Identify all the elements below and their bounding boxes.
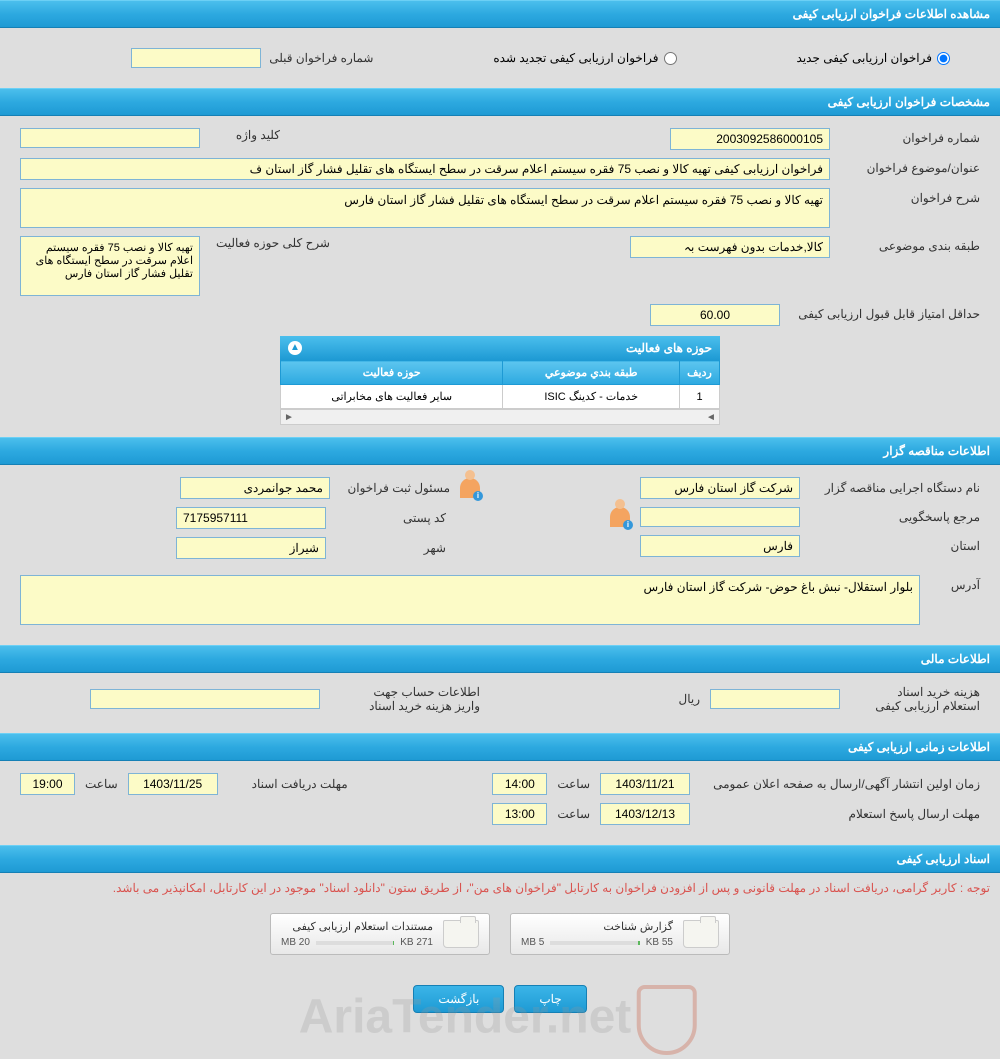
radio-new-label: فراخوان ارزیابی کیفی جدید <box>797 51 932 65</box>
desc-label: شرح فراخوان <box>830 188 980 205</box>
print-button[interactable]: چاپ <box>514 985 586 1013</box>
city-label: شهر <box>336 541 446 555</box>
deadline-label: مهلت دریافت اسناد <box>228 777 348 791</box>
file-1-used: 55 KB <box>646 937 673 948</box>
category-label: طبقه بندی موضوعی <box>830 236 980 253</box>
province-field: فارس <box>640 535 800 557</box>
collapse-icon[interactable]: ▲ <box>288 341 302 355</box>
call-num-field: 2003092586000105 <box>670 128 830 150</box>
prev-num-field[interactable] <box>131 48 261 68</box>
min-score-field: 60.00 <box>650 304 780 326</box>
col-activity: حوزه فعاليت <box>281 361 503 385</box>
publish-time-field: 14:00 <box>492 773 547 795</box>
activity-table: ردیف طبقه بندي موضوعي حوزه فعاليت 1 خدما… <box>280 360 720 409</box>
user-icon[interactable] <box>610 507 630 527</box>
col-category: طبقه بندي موضوعي <box>503 361 680 385</box>
response-label: مهلت ارسال پاسخ استعلام <box>700 807 980 821</box>
province-label: استان <box>810 539 980 553</box>
section-body-specs: شماره فراخوان 2003092586000105 کلید واژه… <box>0 116 1000 437</box>
subject-label: عنوان/موضوع فراخوان <box>830 158 980 175</box>
file-card-2[interactable]: مستندات استعلام ارزیابی کیفی 271 KB 20 M… <box>270 913 490 955</box>
cost-label-1: هزینه خرید اسناد <box>850 685 980 699</box>
currency-unit: ریال <box>678 692 700 706</box>
publish-date-field: 1403/11/21 <box>600 773 690 795</box>
publish-label: زمان اولین انتشار آگهی/ارسال به صفحه اعل… <box>700 777 980 791</box>
back-button[interactable]: بازگشت <box>413 985 504 1013</box>
section-header-specs: مشخصات فراخوان ارزیابی کیفی <box>0 88 1000 116</box>
keyword-label: کلید واژه <box>200 128 280 142</box>
hour-label-1: ساعت <box>557 777 590 791</box>
section-body-org: AriaTender.net نام دستگاه اجرایی مناقصه … <box>0 465 1000 645</box>
account-label-2: واریز هزینه خرید اسناد <box>330 699 480 713</box>
account-field <box>90 689 320 709</box>
deadline-date-field: 1403/11/25 <box>128 773 218 795</box>
postal-label: کد پستی <box>336 511 446 525</box>
city-field: شیراز <box>176 537 326 559</box>
notice-text: توجه : کاربر گرامی، دریافت اسناد در مهلت… <box>0 873 1000 903</box>
response-date-field: 1403/12/13 <box>600 803 690 825</box>
file-2-used: 271 KB <box>400 937 433 948</box>
reg-label: مسئول ثبت فراخوان <box>340 481 450 495</box>
activity-table-title: حوزه های فعالیت <box>626 341 712 355</box>
table-scrollbar[interactable]: ◄ ► <box>280 409 720 425</box>
cost-field <box>710 689 840 709</box>
section-body-timing: زمان اولین انتشار آگهی/ارسال به صفحه اعل… <box>0 761 1000 845</box>
activity-desc-label: شرح کلی حوزه فعالیت <box>200 236 330 250</box>
call-num-label: شماره فراخوان <box>830 128 980 145</box>
scroll-left-icon[interactable]: ◄ <box>703 412 719 423</box>
file-1-total: 5 MB <box>521 937 544 948</box>
radio-renewed-call[interactable]: فراخوان ارزیابی کیفی تجدید شده <box>493 51 676 65</box>
activity-table-header: حوزه های فعالیت ▲ <box>280 336 720 360</box>
section-body-docs: توجه : کاربر گرامی، دریافت اسناد در مهلت… <box>0 873 1000 1033</box>
account-label-1: اطلاعات حساب جهت <box>330 685 480 699</box>
radio-renewed-input[interactable] <box>664 52 677 65</box>
exec-field: شرکت گاز استان فارس <box>640 477 800 499</box>
deadline-time-field: 19:00 <box>20 773 75 795</box>
keyword-field[interactable] <box>20 128 200 148</box>
radio-renewed-label: فراخوان ارزیابی کیفی تجدید شده <box>493 51 658 65</box>
reg-field: محمد جوانمردی <box>180 477 330 499</box>
cost-label-2: استعلام ارزیابی کیفی <box>850 699 980 713</box>
section-body-radios: فراخوان ارزیابی کیفی جدید فراخوان ارزیاب… <box>0 28 1000 88</box>
min-score-label: حداقل امتیاز قابل قبول ارزیابی کیفی <box>780 304 980 321</box>
section-header-financial: اطلاعات مالی <box>0 645 1000 673</box>
cell-rownum: 1 <box>680 385 720 409</box>
file-1-progress <box>550 941 639 945</box>
prev-num-label: شماره فراخوان قبلی <box>269 51 373 65</box>
exec-label: نام دستگاه اجرایی مناقصه گزار <box>810 481 980 495</box>
radio-new-input[interactable] <box>937 52 950 65</box>
hour-label-2: ساعت <box>85 777 118 791</box>
col-row: ردیف <box>680 361 720 385</box>
section-body-financial: هزینه خرید اسناد استعلام ارزیابی کیفی ری… <box>0 673 1000 733</box>
file-card-1[interactable]: گزارش شناخت 55 KB 5 MB <box>510 913 730 955</box>
section-header-timing: اطلاعات زمانی ارزیابی کیفی <box>0 733 1000 761</box>
folder-icon <box>443 920 479 948</box>
contact-field <box>640 507 800 527</box>
cell-activity: سایر فعالیت های مخابراتی <box>281 385 503 409</box>
file-1-title: گزارش شناخت <box>521 920 673 933</box>
scroll-right-icon[interactable]: ► <box>281 412 297 423</box>
activity-table-wrap: حوزه های فعالیت ▲ ردیف طبقه بندي موضوعي … <box>280 336 720 425</box>
file-2-progress <box>316 941 394 945</box>
subject-field: فراخوان ارزیابی کیفی تهیه کالا و نصب 75 … <box>20 158 830 180</box>
section-header-docs: اسناد ارزیابی کیفی <box>0 845 1000 873</box>
hour-label-3: ساعت <box>557 807 590 821</box>
address-field: بلوار استقلال- نبش باغ حوض- شرکت گاز است… <box>20 575 920 625</box>
address-label: آدرس <box>920 575 980 592</box>
postal-field: 7175957111 <box>176 507 326 529</box>
radio-new-call[interactable]: فراخوان ارزیابی کیفی جدید <box>797 51 950 65</box>
folder-icon <box>683 920 719 948</box>
section-header-org: اطلاعات مناقصه گزار <box>0 437 1000 465</box>
cell-category: خدمات - کدینگ ISIC <box>503 385 680 409</box>
file-2-total: 20 MB <box>281 937 310 948</box>
desc-field: تهیه کالا و نصب 75 فقره سیستم اعلام سرقت… <box>20 188 830 228</box>
category-field: کالا,خدمات بدون فهرست بہ <box>630 236 830 258</box>
response-time-field: 13:00 <box>492 803 547 825</box>
section-header-view-info: مشاهده اطلاعات فراخوان ارزیابی کیفی <box>0 0 1000 28</box>
activity-desc-field: تهیه کالا و نصب 75 فقره سیستم اعلام سرقت… <box>20 236 200 296</box>
user-icon[interactable] <box>460 478 480 498</box>
file-2-title: مستندات استعلام ارزیابی کیفی <box>281 920 433 933</box>
table-row: 1 خدمات - کدینگ ISIC سایر فعالیت های مخا… <box>281 385 720 409</box>
contact-label: مرجع پاسخگویی <box>810 510 980 524</box>
